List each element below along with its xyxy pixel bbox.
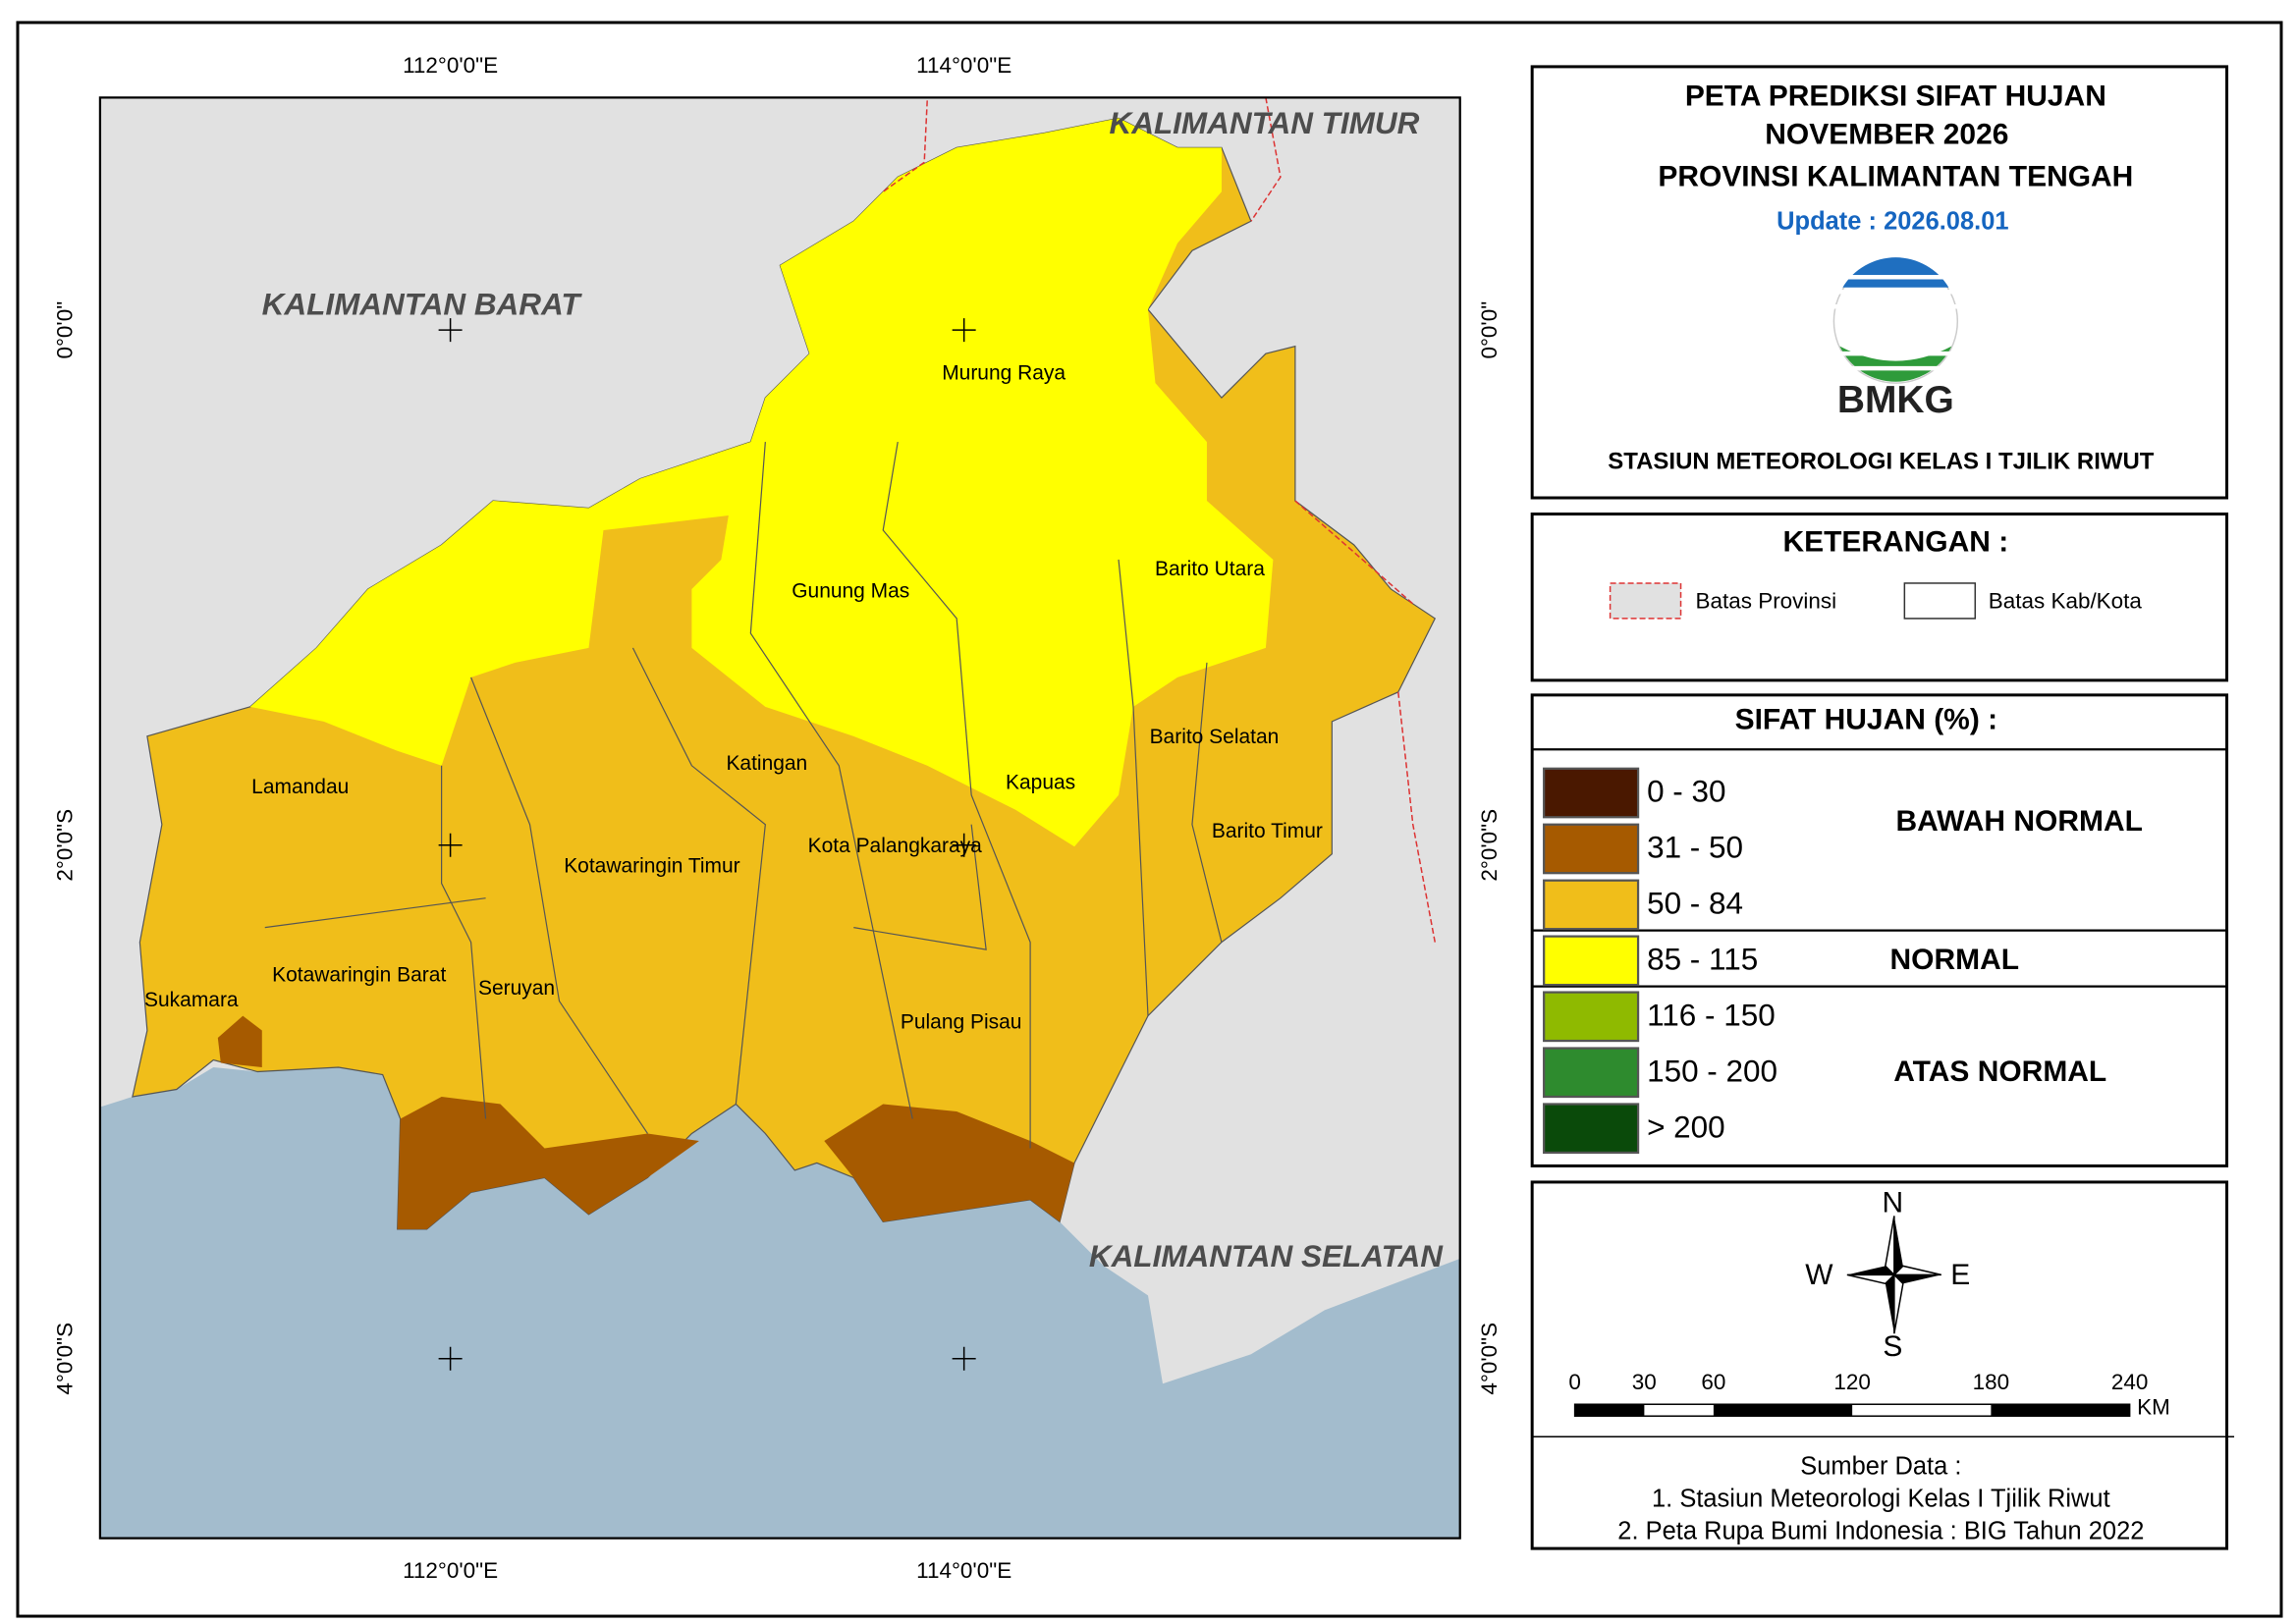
district-label: Katingan: [726, 752, 807, 775]
district-label: Kotawaringin Timur: [564, 855, 739, 878]
scale-label: 60: [1701, 1370, 1725, 1394]
area-31-50: [824, 1104, 1075, 1222]
district-label: Barito Utara: [1155, 558, 1265, 580]
legend-swatch: [1543, 1047, 1640, 1099]
legend-swatch: [1543, 767, 1640, 819]
district-label: Gunung Mas: [792, 579, 909, 602]
keterangan-title: KETERANGAN :: [1782, 525, 2008, 558]
title-line: PETA PREDIKSI SIFAT HUJAN: [1685, 80, 2106, 112]
district-label: Kota Palangkaraya: [808, 835, 983, 857]
source-title: Sumber Data :: [1800, 1452, 1961, 1480]
district-label: Kotawaringin Barat: [272, 964, 446, 987]
legend-label: 0 - 30: [1647, 775, 1725, 809]
province-boundary: [882, 97, 1436, 943]
province-boundary-swatch: [1609, 582, 1682, 620]
neighbor-label: KALIMANTAN TIMUR: [1110, 106, 1420, 140]
scale-label: 120: [1833, 1370, 1871, 1394]
graticule-label: 4°0'0"S: [52, 1323, 77, 1395]
graticule-label: 2°0'0"S: [1477, 809, 1502, 882]
district-boundary-swatch: [1903, 582, 1977, 620]
legend-swatch: [1543, 879, 1640, 931]
title-line: NOVEMBER 2026: [1765, 118, 2008, 150]
district-label: Barito Timur: [1212, 820, 1323, 842]
scale-segment: [1991, 1404, 2130, 1417]
neighbor-label: KALIMANTAN SELATAN: [1089, 1239, 1444, 1273]
district-label: Pulang Pisau: [901, 1011, 1022, 1034]
source-line: 1. Stasiun Meteorologi Kelas I Tjilik Ri…: [1652, 1485, 2110, 1512]
scale-unit: KM: [2137, 1395, 2170, 1420]
legend-swatch: [1543, 823, 1640, 875]
outer-border: [16, 21, 2283, 1618]
district-label: Seruyan: [478, 977, 555, 1000]
scale-segment: [1574, 1404, 1645, 1417]
scale-segment: [1713, 1404, 1853, 1417]
map-frame: [98, 96, 1461, 1540]
bmkg-logo: [1831, 257, 1959, 384]
legend-swatch: [1543, 935, 1640, 987]
compass-label: E: [1950, 1259, 1970, 1291]
neighbor-label: KALIMANTAN BARAT: [262, 288, 583, 322]
compass-label: S: [1883, 1330, 1902, 1363]
legend-label: 116 - 150: [1647, 998, 1776, 1032]
legend-label: > 200: [1647, 1110, 1725, 1144]
category-group: BAWAH NORMAL: [1896, 805, 2143, 838]
graticule-label: 114°0'0"E: [916, 1558, 1011, 1583]
graticule-crosses: [438, 318, 976, 1371]
scale-bar: 0 30 60 120 180 240: [1568, 1370, 2149, 1417]
district-boundaries: [264, 441, 1223, 1149]
scale-label: 0: [1568, 1370, 1581, 1394]
category-group: ATAS NORMAL: [1893, 1056, 2106, 1088]
sifat-hujan-legend: SIFAT HUJAN (%) : BAWAH NORMAL NORMAL AT…: [1530, 693, 2229, 1167]
area-31-50: [397, 1097, 699, 1229]
compass-label: N: [1883, 1186, 1904, 1218]
scale-label: 240: [2111, 1370, 2149, 1394]
graticule-label: 0°0'0": [52, 301, 77, 359]
scale-label: 180: [1973, 1370, 2010, 1394]
district-label: Murung Raya: [942, 362, 1066, 385]
graticule-label: 112°0'0"E: [403, 53, 498, 78]
graticule-label: 112°0'0"E: [403, 1558, 498, 1583]
legend-item: Batas Kab/Kota: [1989, 588, 2143, 613]
graticule-label: 2°0'0"S: [52, 809, 77, 882]
compass-label: W: [1805, 1259, 1833, 1291]
north-arrow: [1846, 1216, 1941, 1334]
legend-swatch: [1543, 991, 1640, 1043]
legend-item: Batas Provinsi: [1696, 588, 1837, 613]
sea: [99, 1067, 1460, 1539]
station-name: STASIUN METEOROLOGI KELAS I TJILIK RIWUT: [1608, 448, 2155, 474]
legend-label: 50 - 84: [1647, 886, 1743, 920]
update-date: Update : 2026.08.01: [1777, 207, 2008, 235]
scale-segment: [1609, 1404, 1645, 1417]
district-label: Barito Selatan: [1150, 726, 1280, 748]
district-label: Sukamara: [144, 989, 239, 1011]
legend-swatch: [1543, 1103, 1640, 1155]
scale-label: 30: [1632, 1370, 1657, 1394]
legend-label: 150 - 200: [1647, 1054, 1777, 1088]
category-group: NORMAL: [1890, 944, 2020, 976]
graticule-label: 114°0'0"E: [916, 53, 1011, 78]
logo-text: BMKG: [1837, 379, 1954, 421]
legend-label: 31 - 50: [1647, 831, 1743, 865]
district-label: Kapuas: [1006, 771, 1075, 793]
district-label: Lamandau: [251, 776, 349, 798]
info-panel: [1530, 1180, 2229, 1550]
sifat-hujan-title: SIFAT HUJAN (%) :: [1735, 704, 1997, 736]
graticule-label: 0°0'0": [1477, 301, 1502, 359]
legend-label: 85 - 115: [1647, 942, 1758, 976]
area-31-50: [217, 1015, 262, 1068]
graticule-label: 4°0'0"S: [1477, 1323, 1502, 1395]
source-line: 2. Peta Rupa Bumi Indonesia : BIG Tahun …: [1617, 1517, 2144, 1544]
title-line: PROVINSI KALIMANTAN TENGAH: [1658, 161, 2133, 193]
map-border: [98, 96, 1461, 1540]
